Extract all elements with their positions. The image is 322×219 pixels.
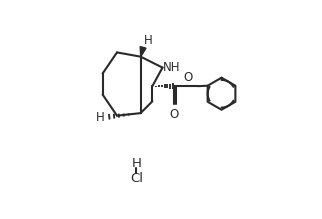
Text: Cl: Cl	[130, 171, 143, 185]
Text: O: O	[170, 108, 179, 121]
Text: H: H	[96, 111, 105, 124]
Text: H: H	[144, 34, 153, 47]
Polygon shape	[140, 47, 146, 57]
Text: NH: NH	[163, 61, 181, 74]
Text: H: H	[131, 157, 141, 170]
Text: O: O	[183, 71, 193, 84]
